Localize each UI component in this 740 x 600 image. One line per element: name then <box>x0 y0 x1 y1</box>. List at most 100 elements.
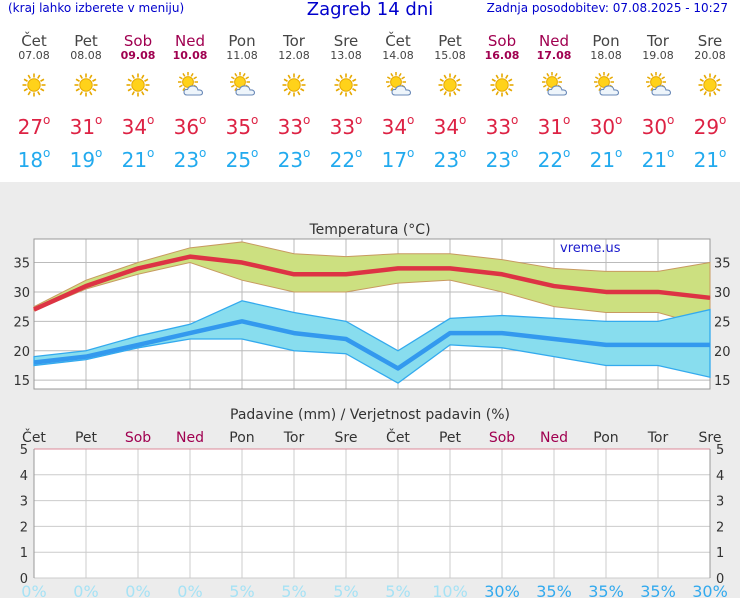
min-temp: 21o <box>693 146 727 172</box>
precip-ytick-left: 3 <box>20 495 28 510</box>
precip-probability-label: 5% <box>281 582 306 600</box>
precip-ytick-left: 0 <box>20 572 28 587</box>
partly-cloudy-icon <box>593 72 620 98</box>
day-name: Sre <box>697 32 723 50</box>
day-column: Tor 19.08 30o 21o <box>632 32 684 172</box>
precip-probability-label: 5% <box>229 582 254 600</box>
max-temp: 35o <box>225 113 259 139</box>
page-title: Zagreb 14 dni <box>306 0 434 20</box>
precip-probability-label: 35% <box>640 582 676 600</box>
precip-day-label: Sre <box>335 430 358 446</box>
precip-ytick-right: 4 <box>716 469 724 484</box>
day-column: Sre 20.08 29o 21o <box>684 32 736 172</box>
precip-day-label: Ned <box>176 430 204 446</box>
precip-probability-label: 30% <box>692 582 728 600</box>
min-temp-range-band <box>33 300 711 384</box>
min-temp-point <box>449 332 451 334</box>
precip-ytick-right: 5 <box>716 443 724 458</box>
temperature-ytick-right: 25 <box>714 315 731 330</box>
precip-ytick-left: 5 <box>20 443 28 458</box>
max-temp: 27o <box>17 113 51 139</box>
max-temp-point <box>553 285 555 287</box>
max-temp: 33o <box>485 113 519 139</box>
min-temp: 23o <box>173 146 207 172</box>
min-temp: 18o <box>17 146 51 172</box>
max-temp: 31o <box>69 113 103 139</box>
day-date: 07.08 <box>18 49 50 62</box>
max-temp: 33o <box>329 113 363 139</box>
day-column: Čet 07.08 27o 18o <box>8 32 60 172</box>
sun-icon <box>697 72 723 98</box>
day-name: Čet <box>385 32 411 50</box>
day-date: 09.08 <box>120 49 156 62</box>
day-name: Pet <box>74 32 98 50</box>
min-temp-point <box>189 332 191 334</box>
min-temp-point <box>293 332 295 334</box>
day-date: 13.08 <box>330 49 362 62</box>
temperature-ytick-left: 20 <box>13 345 30 360</box>
day-column: Ned 17.08 31o 22o <box>528 32 580 172</box>
temperature-ytick-right: 30 <box>714 286 731 301</box>
precip-day-label: Sob <box>489 430 515 446</box>
min-temp-point <box>33 362 35 364</box>
min-temp: 23o <box>485 146 519 172</box>
max-temp: 31o <box>537 113 571 139</box>
max-temp-line <box>33 254 711 312</box>
partly-cloudy-icon <box>229 72 256 98</box>
min-temp-point <box>501 332 503 334</box>
day-name: Tor <box>283 32 305 50</box>
precip-ytick-right: 3 <box>716 495 724 510</box>
precip-probability-label: 5% <box>385 582 410 600</box>
min-temp-point <box>345 338 347 340</box>
precip-probability-label: 0% <box>73 582 98 600</box>
max-temp: 36o <box>173 113 207 139</box>
min-temp: 25o <box>225 146 259 172</box>
max-temp: 34o <box>433 113 467 139</box>
sun-icon <box>437 72 463 98</box>
watermark: vreme.us <box>560 241 621 256</box>
day-date: 10.08 <box>172 49 208 62</box>
day-name: Čet <box>21 32 47 50</box>
min-temp: 17o <box>381 146 415 172</box>
max-temp: 34o <box>121 113 155 139</box>
day-date: 18.08 <box>590 49 622 62</box>
max-temp-point <box>345 273 347 275</box>
precip-day-label: Sre <box>699 430 722 446</box>
day-name: Sob <box>487 32 517 50</box>
precip-probability-label: 0% <box>21 582 46 600</box>
min-temp: 23o <box>277 146 311 172</box>
partly-cloudy-icon <box>645 72 672 98</box>
min-temp-point <box>137 344 139 346</box>
min-temp: 21o <box>589 146 623 172</box>
precip-ytick-right: 0 <box>716 572 724 587</box>
precip-ytick-left: 1 <box>20 546 28 561</box>
max-temp-point <box>449 267 451 269</box>
sun-icon <box>333 72 359 98</box>
day-name: Sre <box>333 32 359 50</box>
day-date: 17.08 <box>536 49 572 62</box>
sun-icon <box>281 72 307 98</box>
max-temp-point <box>189 256 191 258</box>
day-date: 08.08 <box>70 49 102 62</box>
day-date: 16.08 <box>484 49 520 62</box>
max-temp-point <box>293 273 295 275</box>
precip-day-label: Čet <box>386 428 410 446</box>
max-temp: 29o <box>693 113 727 139</box>
day-column: Sob 09.08 34o 21o <box>112 32 164 172</box>
partly-cloudy-icon <box>385 72 412 98</box>
min-temp: 21o <box>641 146 675 172</box>
min-temp: 22o <box>329 146 363 172</box>
min-temp-point <box>397 367 399 369</box>
day-name: Pet <box>438 32 462 50</box>
max-temp: 33o <box>277 113 311 139</box>
day-column: Sob 16.08 33o 23o <box>476 32 528 172</box>
max-temp: 30o <box>589 113 623 139</box>
precip-day-label: Tor <box>647 430 669 446</box>
day-name: Tor <box>647 32 669 50</box>
max-temp-point <box>137 267 139 269</box>
precip-probability-label: 0% <box>177 582 202 600</box>
precip-day-label: Pon <box>593 430 618 446</box>
precip-probability-label: 35% <box>588 582 624 600</box>
min-temp-point <box>241 320 243 322</box>
sun-icon <box>489 72 515 98</box>
